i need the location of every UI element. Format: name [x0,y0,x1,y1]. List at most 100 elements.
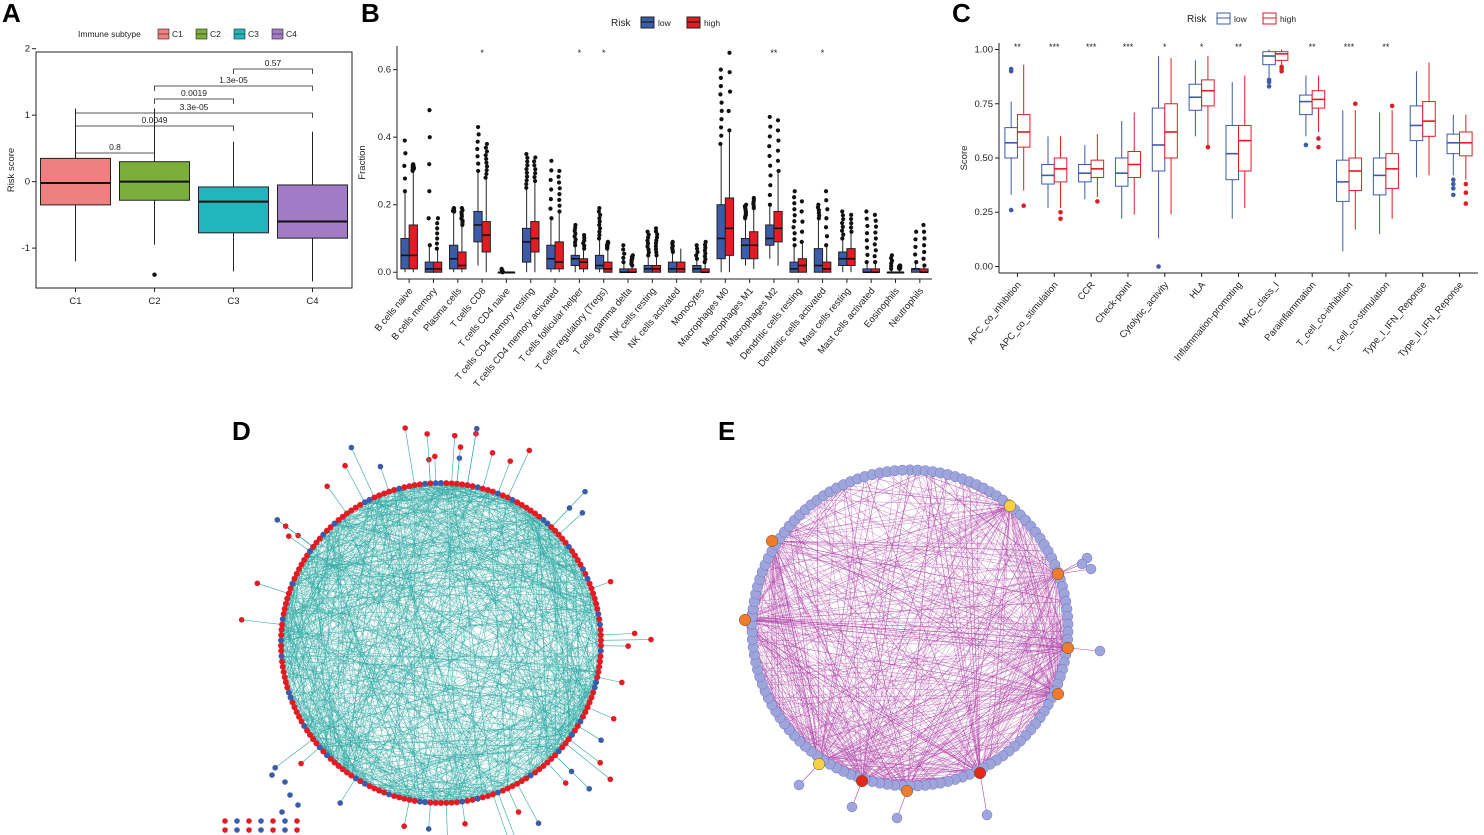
network-edge [434,456,437,484]
network-edge [817,499,1069,649]
network-edge [887,647,1069,785]
outlier-point [1266,84,1272,89]
network-edge [430,491,494,803]
network-edge [290,510,531,698]
network-edge [764,564,908,792]
significance-stars: ** [1382,42,1390,52]
legend-label: high [704,18,720,28]
outlier-point [557,209,562,214]
network-edge [290,624,600,698]
network-edge [351,447,375,498]
y-tick-label: 0.25 [975,207,994,218]
comparison-pvalue: 1.3e-05 [219,75,248,85]
network-edge [752,639,981,774]
outlier-point [849,212,854,217]
network-node [304,727,311,734]
network-edge [861,735,1026,782]
outlier-point [549,187,554,192]
network-edge [810,505,1011,752]
network-edge [1009,505,1056,692]
network-node [607,578,614,585]
y-axis-label: Score [959,146,970,171]
network-node [371,785,378,792]
outlier-point [873,224,879,229]
network-edge [414,484,552,528]
network-node [540,517,547,524]
outlier-point [476,168,481,174]
network-edge [301,491,390,722]
outlier-point [800,219,805,224]
outlier-point [549,216,554,221]
network-edge [764,564,820,765]
x-tick-label: Inflammation-promoting [1172,280,1245,364]
network-node [584,704,591,711]
network-node [586,580,593,587]
network-node [438,480,444,486]
network-edge [744,478,858,621]
outlier-point [549,168,554,173]
network-node [540,762,547,769]
network-edge [771,540,956,780]
network-node [596,621,603,628]
network-edge [296,573,599,615]
network-node [298,561,305,568]
network-edge [364,502,552,528]
outlier-point [768,124,773,129]
network-edge [290,551,311,698]
network-edge [771,540,800,742]
network-edge [274,738,314,768]
network-edge [829,491,1059,575]
network-edge [507,507,527,789]
network-edge [283,608,598,615]
network-node [625,643,631,649]
outlier-point [670,239,675,244]
legend-title: Immune subtype [78,29,141,39]
outlier-point [841,232,846,237]
outlier-point [792,243,797,248]
network-node [579,566,586,573]
network-edge [843,693,1059,772]
outlier-point [718,75,723,80]
network-edge [751,631,981,774]
outlier-point [1353,101,1358,107]
outlier-point [913,244,918,250]
comparison-bracket [75,152,155,158]
network-hub-node [765,534,779,548]
network-node [285,689,292,696]
network-node [555,531,562,538]
network-edge [744,616,1068,621]
network-node [507,458,514,464]
network-edge [326,530,400,798]
network-node [366,783,373,790]
outlier-point [484,171,489,177]
outlier-point [1463,201,1469,206]
network-edge [380,466,390,492]
box-low [716,204,726,260]
network-node [459,481,466,488]
network-node [357,501,364,508]
outlier-point [719,108,724,114]
box-low [1336,159,1350,202]
network-node [278,653,285,660]
network-edge [969,573,1059,775]
network-node [296,713,303,720]
network-node [285,533,292,539]
network-node [269,772,275,778]
network-edge [319,666,600,748]
network-edge [364,692,594,784]
outlier-point [840,224,845,230]
outlier-point [921,222,926,228]
network-edge [419,484,598,678]
network-edge [344,465,366,503]
network-node [278,626,285,633]
network-edge [818,631,1069,765]
outlier-point [897,263,903,268]
network-edge [414,484,597,604]
network-edge [284,608,317,744]
network-node [401,795,408,802]
network-edge [789,525,1059,575]
outlier-point [475,124,481,130]
network-edge [338,530,556,767]
network-edge [771,478,963,542]
network-hub-node [738,613,752,627]
